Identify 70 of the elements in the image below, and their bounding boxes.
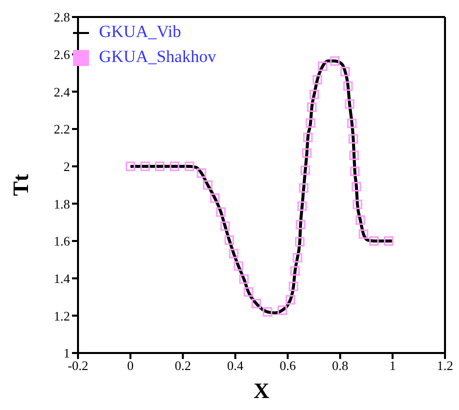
y-tick-label: 1.2 <box>54 308 70 324</box>
point <box>170 162 180 172</box>
point <box>349 150 359 160</box>
point <box>298 183 308 193</box>
point <box>384 236 394 246</box>
point <box>306 118 316 128</box>
point <box>348 134 358 144</box>
point <box>356 215 366 225</box>
point <box>344 99 354 109</box>
x-tick-label: 1 <box>389 358 396 374</box>
point <box>184 162 194 172</box>
point <box>295 236 305 246</box>
y-tick-label: 2.6 <box>54 46 70 62</box>
point <box>297 201 307 211</box>
point <box>352 200 362 210</box>
x-tick-label: 0 <box>127 358 134 374</box>
point <box>309 90 319 100</box>
point <box>155 162 165 172</box>
x-tick-label: 0.8 <box>332 358 348 374</box>
x-axis-title: X <box>254 378 270 403</box>
point <box>216 207 226 217</box>
y-tick-label: 1.4 <box>54 270 70 286</box>
point <box>252 298 262 308</box>
y-tick-label: 2 <box>64 158 70 174</box>
point <box>296 220 306 230</box>
point <box>239 274 249 284</box>
point <box>262 307 272 317</box>
point <box>307 102 317 112</box>
point <box>126 162 136 172</box>
point <box>203 180 213 190</box>
point <box>300 166 310 176</box>
point <box>290 266 300 276</box>
y-tick-label: 2.2 <box>54 122 70 137</box>
x-tick-label: 0.6 <box>280 358 296 374</box>
point <box>303 132 313 142</box>
y-tick-label: 2.8 <box>54 10 70 25</box>
y-tick-label: 2.4 <box>54 84 70 100</box>
x-tick-label: -0.2 <box>68 358 88 374</box>
point <box>318 62 328 72</box>
point <box>347 118 357 128</box>
point <box>288 282 298 292</box>
point <box>340 66 350 76</box>
x-tick-label: 0.2 <box>174 358 191 374</box>
point <box>234 261 244 271</box>
point <box>369 236 379 246</box>
point <box>343 81 353 91</box>
legend-label: GKUA_Shakhov <box>99 47 216 66</box>
point <box>224 235 234 245</box>
y-axis-title: Tt <box>8 173 33 196</box>
point <box>244 287 254 297</box>
point <box>286 295 296 305</box>
point <box>302 148 312 158</box>
point <box>277 306 287 316</box>
point <box>228 248 238 258</box>
y-tick-label: 1.6 <box>54 234 70 249</box>
legend-label: GKUA_Vib <box>99 22 182 41</box>
y-tick-label: 1.8 <box>54 196 70 212</box>
point <box>140 162 150 172</box>
x-tick-label: 0.4 <box>227 358 244 374</box>
point <box>220 221 230 231</box>
point <box>330 56 340 66</box>
point <box>352 182 362 192</box>
point <box>210 193 220 203</box>
point <box>350 166 360 176</box>
x-tick-label: 1.2 <box>436 358 454 374</box>
y-tick-label: 1 <box>64 346 70 361</box>
point <box>312 74 322 84</box>
point <box>358 229 368 239</box>
point <box>196 168 206 178</box>
point <box>292 253 302 263</box>
